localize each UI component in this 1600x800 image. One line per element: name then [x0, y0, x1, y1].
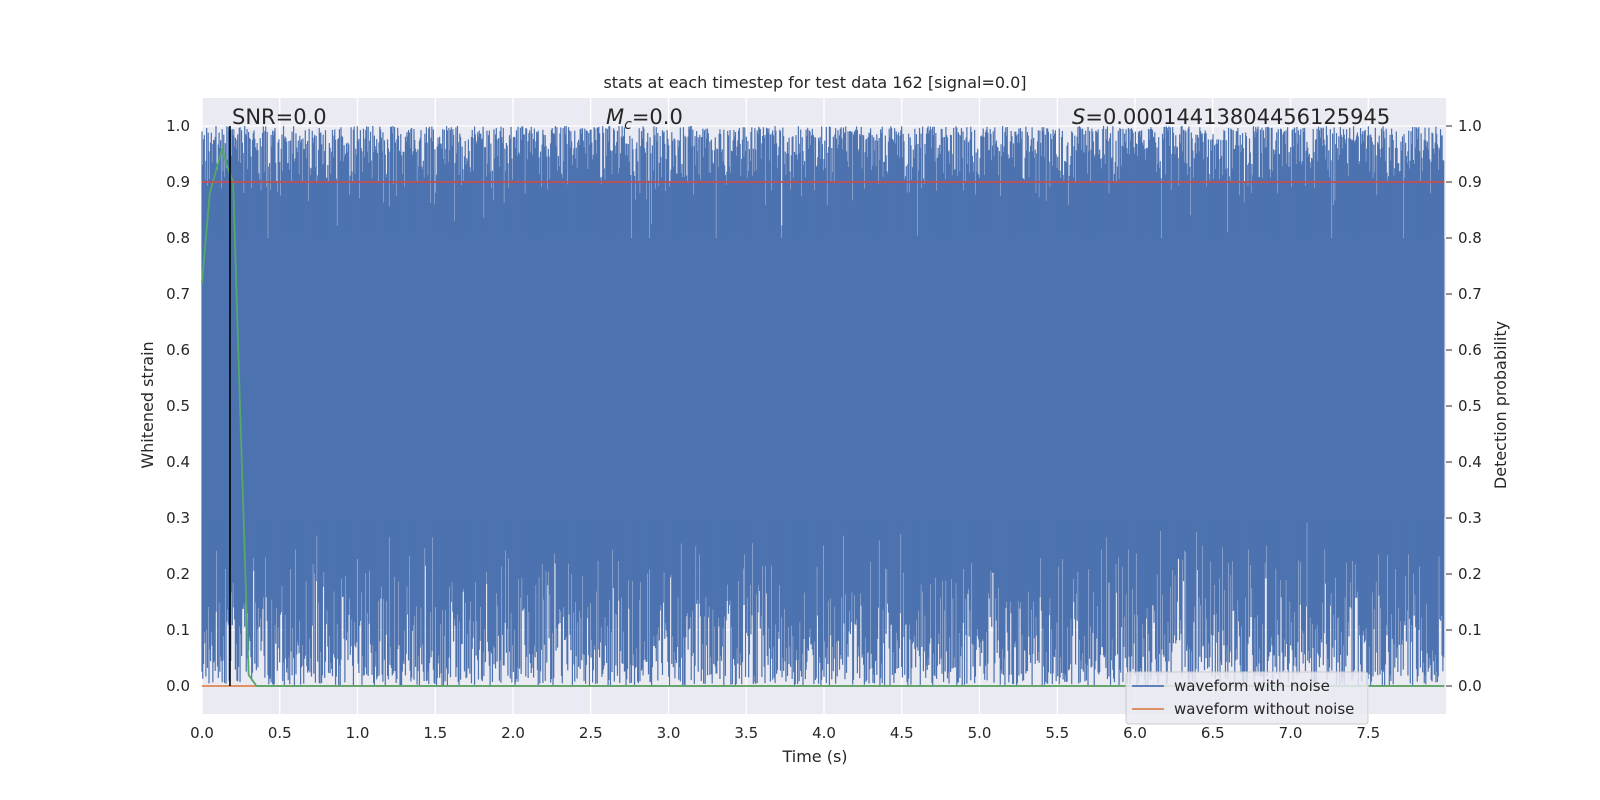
y-right-tick-label: 0.8 — [1458, 229, 1482, 247]
y-tick-label: 1.0 — [166, 117, 190, 135]
snr-annotation: SNR=0.0 — [232, 105, 327, 129]
noise-band — [202, 238, 1445, 518]
y-tick-label: 0.1 — [166, 621, 190, 639]
s-symbol: S — [1072, 105, 1085, 129]
y-axis-label-right: Detection probability — [1491, 321, 1510, 489]
x-tick-label: 2.0 — [501, 724, 525, 742]
s-annotation: S=0.00014413804456125945 — [1072, 105, 1390, 129]
x-axis-label: Time (s) — [781, 747, 847, 766]
y-right-tick-label: 0.7 — [1458, 285, 1482, 303]
x-tick-label: 0.5 — [268, 724, 292, 742]
y-axis-label: Whitened strain — [138, 341, 157, 468]
y-tick-label: 0.8 — [166, 229, 190, 247]
mc-subscript: c — [624, 117, 632, 133]
s-value: =0.00014413804456125945 — [1085, 105, 1390, 129]
x-tick-label: 6.5 — [1201, 724, 1225, 742]
y-right-tick-label: 0.6 — [1458, 341, 1482, 359]
y-right-tick-label: 0.5 — [1458, 397, 1482, 415]
y-tick-label: 0.5 — [166, 397, 190, 415]
x-tick-label: 5.0 — [968, 724, 992, 742]
y-right-tick-label: 0.9 — [1458, 173, 1482, 191]
x-tick-label: 0.0 — [190, 724, 214, 742]
y-tick-label: 0.6 — [166, 341, 190, 359]
x-tick-label: 7.0 — [1279, 724, 1303, 742]
y-right-tick-label: 0.0 — [1458, 677, 1482, 695]
y-right-tick-label: 0.1 — [1458, 621, 1482, 639]
x-tick-label: 6.0 — [1123, 724, 1147, 742]
axis-ticks: 0.0 0.0 0.1 0.1 0.2 0.2 0.3 0.3 0.4 0.4 0.5 0.5 0.6 0… — [166, 117, 1482, 742]
mc-symbol: M — [606, 105, 624, 129]
y-tick-label: 0.3 — [166, 509, 190, 527]
y-tick-label: 0.9 — [166, 173, 190, 191]
y-right-tick-label: 0.2 — [1458, 565, 1482, 583]
y-right-tick-label: 0.3 — [1458, 509, 1482, 527]
series-waveform-with-noise — [201, 126, 1445, 686]
x-tick-label: 7.5 — [1356, 724, 1380, 742]
legend: waveform with noise waveform without noi… — [1125, 671, 1369, 725]
x-tick-label: 1.5 — [423, 724, 447, 742]
legend-label-noise: waveform with noise — [1174, 677, 1330, 695]
y-right-tick-label: 0.4 — [1458, 453, 1482, 471]
x-tick-label: 1.0 — [346, 724, 370, 742]
y-tick-label: 0.7 — [166, 285, 190, 303]
legend-label-clean: waveform without noise — [1174, 700, 1354, 718]
x-tick-label: 4.0 — [812, 724, 836, 742]
x-tick-label: 3.0 — [657, 724, 681, 742]
mc-value: =0.0 — [632, 105, 683, 129]
y-tick-label: 0.4 — [166, 453, 190, 471]
chart-title: stats at each timestep for test data 162… — [603, 73, 1026, 92]
y-tick-label: 0.2 — [166, 565, 190, 583]
y-right-tick-label: 1.0 — [1458, 117, 1482, 135]
x-tick-label: 4.5 — [890, 724, 914, 742]
legend-box — [1125, 671, 1369, 725]
mc-annotation: Mc=0.0 — [606, 105, 683, 133]
x-tick-label: 2.5 — [579, 724, 603, 742]
x-tick-label: 3.5 — [734, 724, 758, 742]
y-tick-label: 0.0 — [166, 677, 190, 695]
x-tick-label: 5.5 — [1045, 724, 1069, 742]
